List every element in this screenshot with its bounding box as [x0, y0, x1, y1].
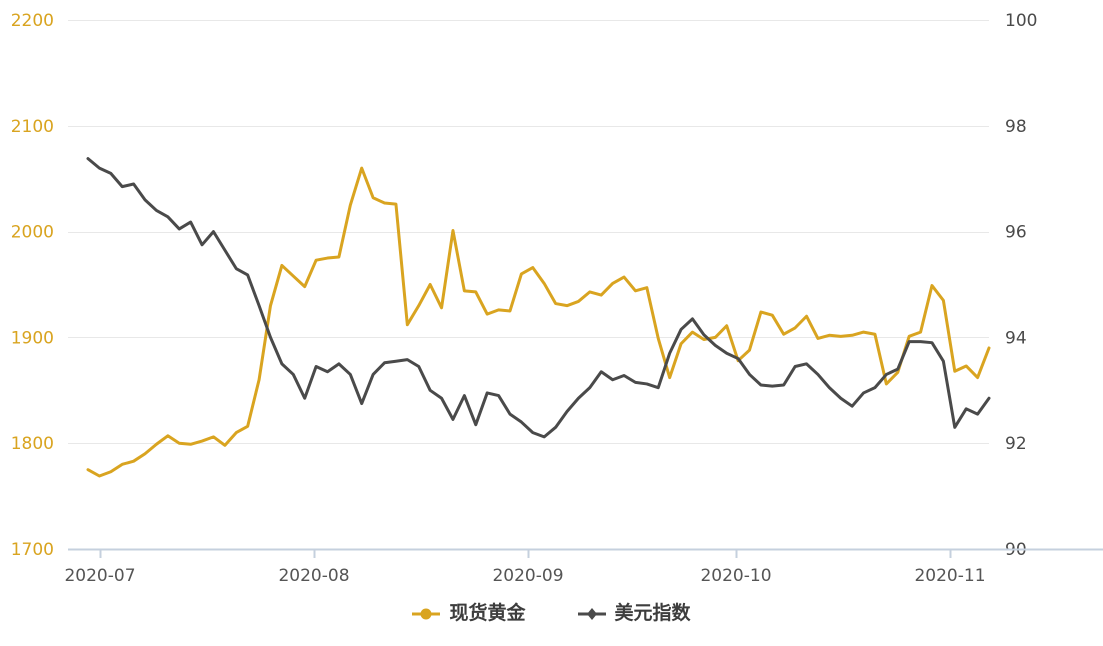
left-axis-tick-label: 2200 [11, 11, 54, 31]
series-line-spot-gold [86, 166, 991, 478]
series-line-dollar-index [86, 157, 991, 439]
right-axis-tick-label: 98 [1005, 117, 1027, 137]
right-axis-tick-label: 92 [1005, 434, 1027, 454]
left-axis-tick-label: 1800 [11, 434, 54, 454]
chart-legend: 现货黄金 美元指数 [0, 604, 1103, 623]
left-axis-tick-label: 1700 [11, 540, 54, 560]
x-axis-tick-label: 2020-07 [64, 566, 135, 586]
x-axis-group: 2020-07 2020-08 2020-09 2020-10 2020-11 [64, 548, 1103, 586]
legend-item-dollar-index[interactable]: 美元指数 [577, 602, 691, 624]
right-axis-tick-label: 100 [1005, 11, 1037, 31]
x-axis-tick-label: 2020-08 [278, 566, 349, 586]
right-axis-tick-label: 96 [1005, 223, 1027, 243]
x-axis-tick-label: 2020-11 [914, 566, 985, 586]
left-axis-tick-label: 2100 [11, 117, 54, 137]
left-axis-tick-labels: 1700 1800 1900 2000 2100 2200 [11, 11, 54, 560]
legend-label-spot-gold: 现货黄金 [449, 602, 526, 624]
gridlines-group [68, 20, 989, 550]
right-axis-tick-label: 94 [1005, 328, 1027, 348]
x-axis-tick-label: 2020-09 [492, 566, 563, 586]
x-axis-tick-label: 2020-10 [700, 566, 771, 586]
legend-label-dollar-index: 美元指数 [614, 602, 691, 624]
series-lines-group [86, 157, 991, 478]
legend-item-spot-gold[interactable]: 现货黄金 [412, 602, 526, 624]
left-axis-tick-label: 1900 [11, 328, 54, 348]
legend-marker-diamond-icon [577, 607, 606, 620]
left-axis-tick-label: 2000 [11, 223, 54, 243]
legend-marker-circle-icon [412, 608, 441, 619]
